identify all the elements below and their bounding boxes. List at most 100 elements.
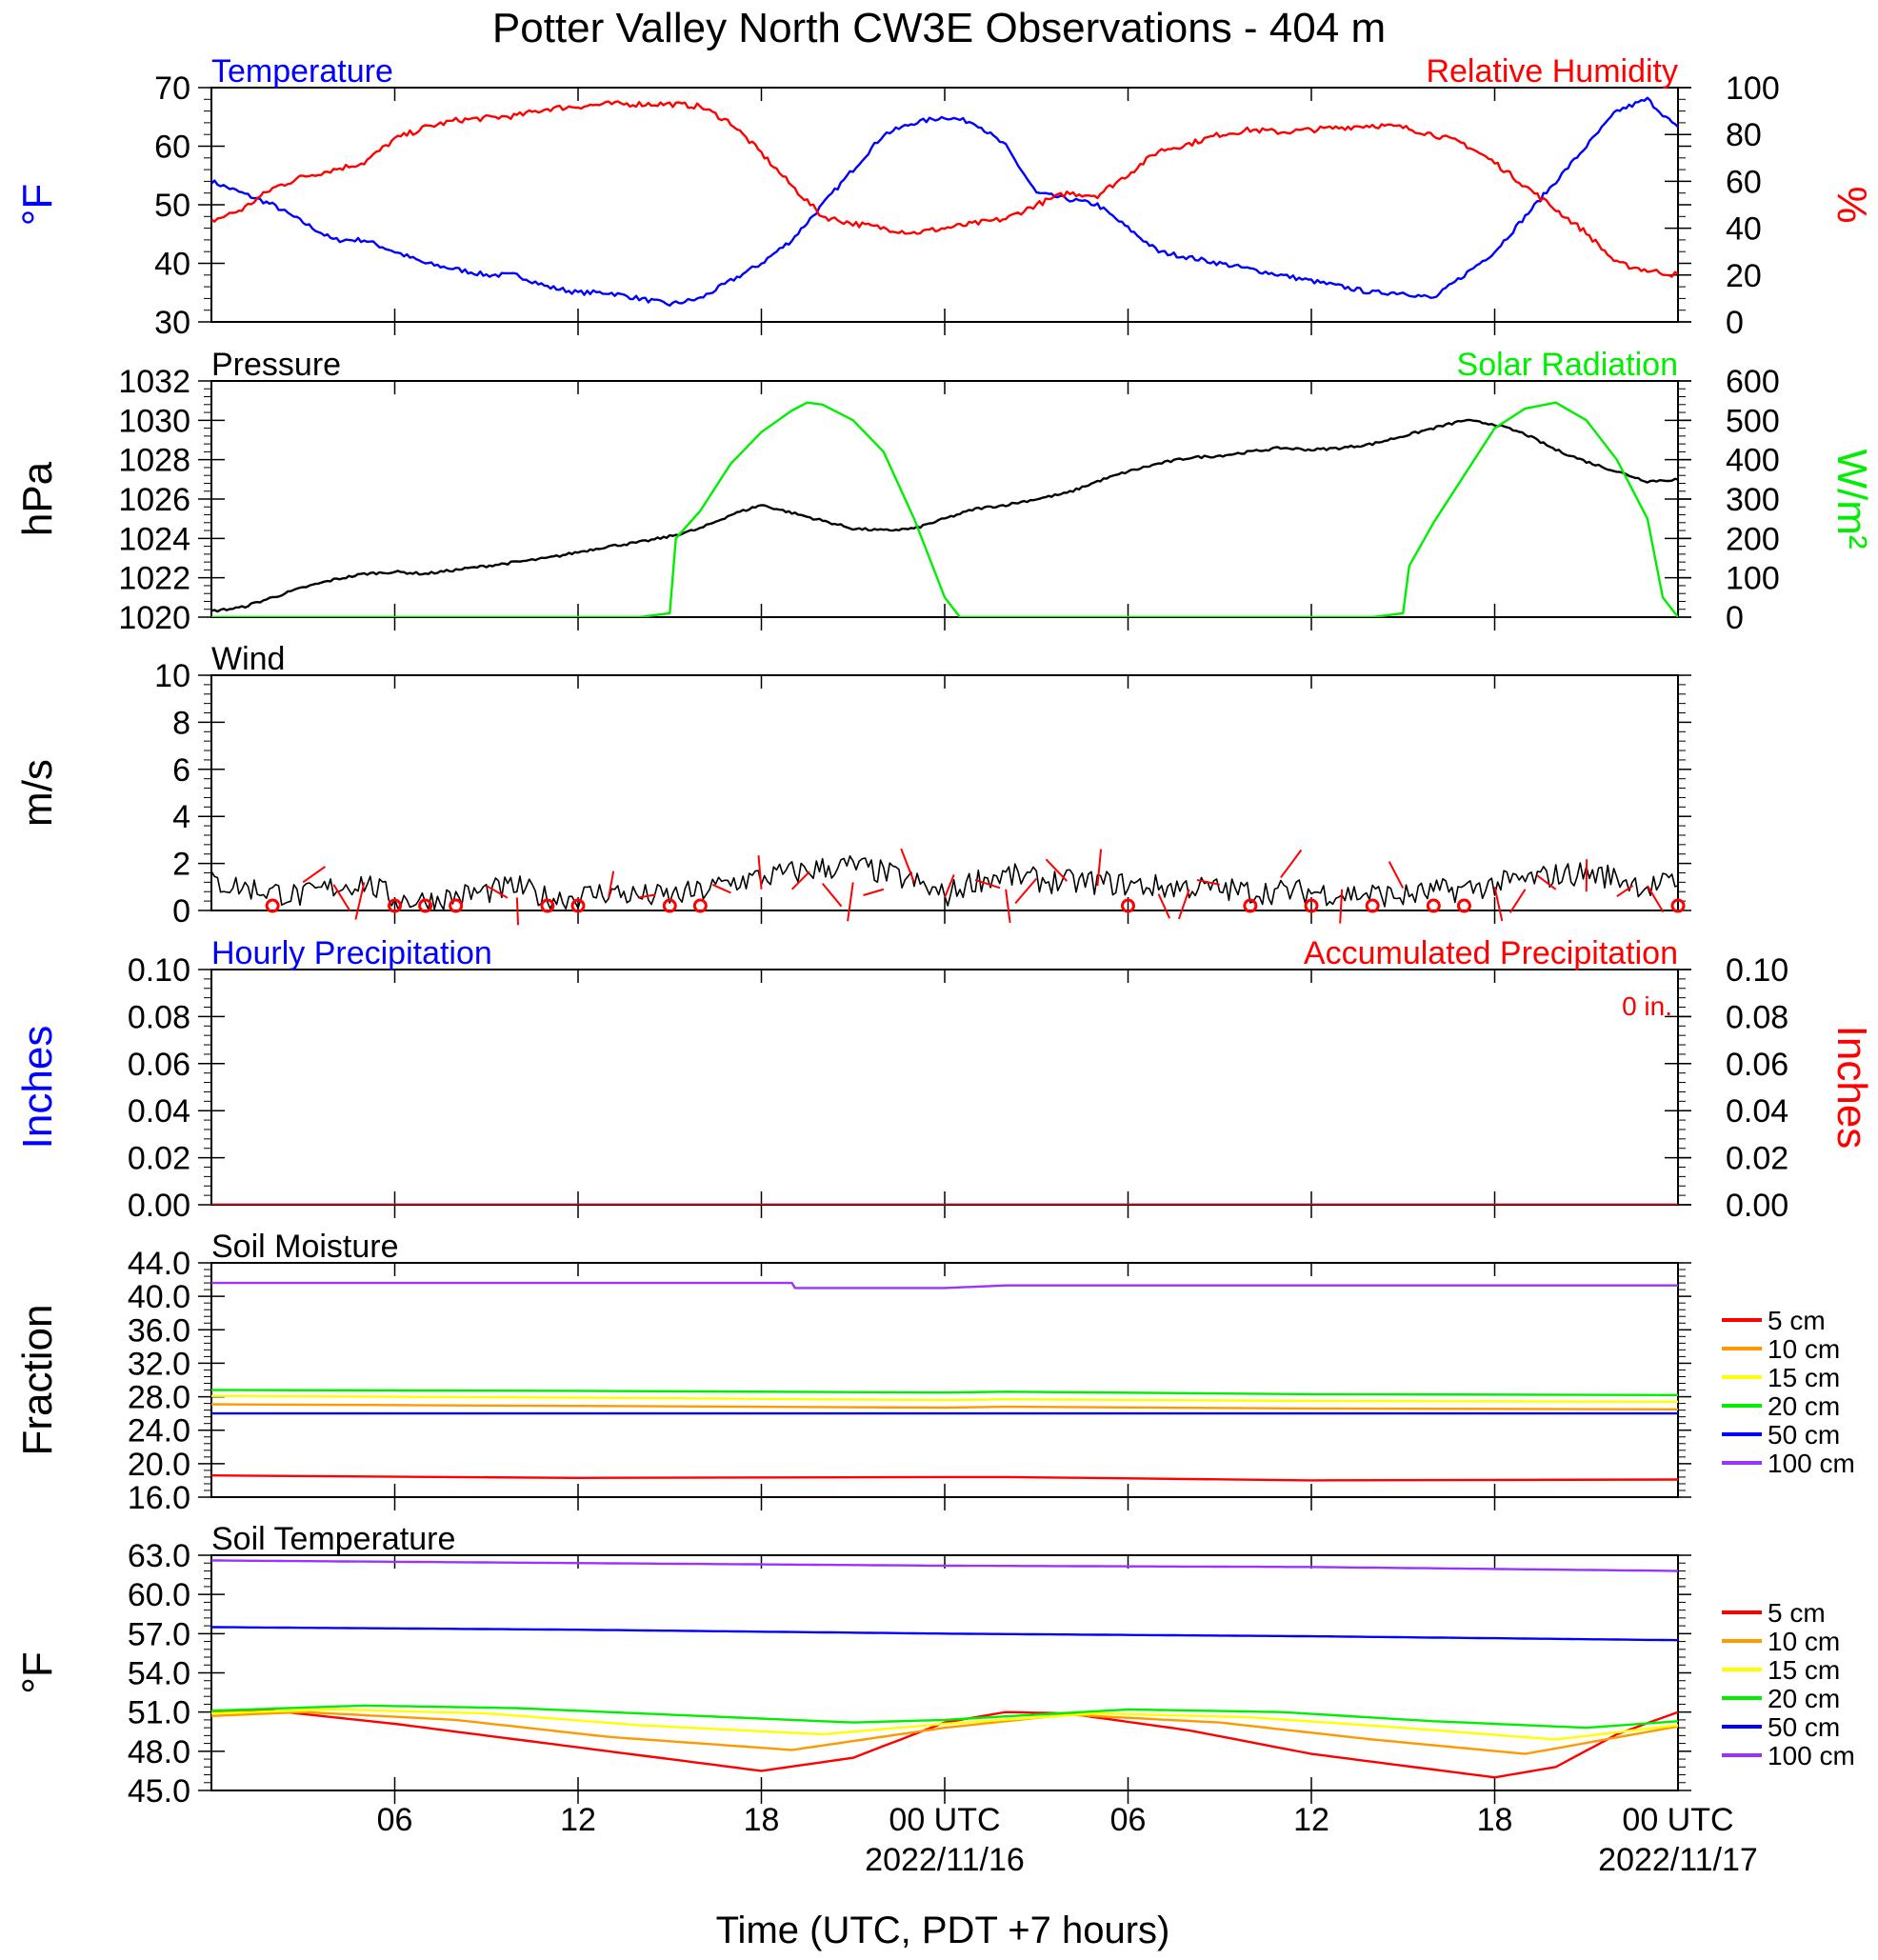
calm-circle xyxy=(1426,898,1441,913)
y-tick-label-left: 57.0 xyxy=(128,1616,190,1652)
series-line-20-cm xyxy=(211,1389,1678,1396)
y-axis-label-right: Inches xyxy=(1828,1026,1875,1150)
y-tick-label-left: 50 xyxy=(154,188,190,224)
panel-title-right: Relative Humidity xyxy=(1426,53,1678,90)
panel-frame xyxy=(210,380,1679,618)
series-group xyxy=(211,96,1678,307)
y-tick-label-right: 500 xyxy=(1726,403,1780,439)
x-date-label: 2022/11/17 xyxy=(1598,1842,1758,1878)
y-axis-label-right: W/m² xyxy=(1828,449,1875,549)
wind-barb xyxy=(302,866,327,884)
wind-barb xyxy=(354,882,366,920)
legend-label: 20 cm xyxy=(1768,1391,1840,1421)
wind-barb xyxy=(1280,849,1303,879)
panel-title-left: Wind xyxy=(211,641,285,677)
y-tick-label-right: 0.04 xyxy=(1726,1093,1788,1130)
y-tick-label-left: 45.0 xyxy=(128,1773,190,1810)
wind-barb xyxy=(974,878,1001,890)
calm-circle xyxy=(418,898,433,913)
y-tick-label-left: 44.0 xyxy=(128,1246,190,1282)
legend-label: 10 cm xyxy=(1768,1334,1840,1364)
series-line-15-cm xyxy=(211,1708,1678,1741)
y-tick-label-left: 0.10 xyxy=(128,952,190,989)
legend-label: 15 cm xyxy=(1768,1655,1840,1685)
x-tick-label: 12 xyxy=(560,1802,596,1838)
x-tick-label: 18 xyxy=(1477,1802,1513,1838)
calm-circle xyxy=(1304,898,1319,913)
legend-label: 10 cm xyxy=(1768,1627,1840,1656)
wind-barb xyxy=(1536,874,1557,890)
panel-title-right: Solar Radiation xyxy=(1457,347,1678,383)
series-group xyxy=(211,1559,1678,1779)
y-tick-label-left: 0 xyxy=(172,893,190,930)
wind-barb xyxy=(790,870,810,890)
series-line-15-cm xyxy=(211,1394,1678,1403)
panel-soil_moisture: 44.040.036.032.028.024.020.016.0 Soil Moi… xyxy=(14,1229,1855,1516)
x-tick-label: 18 xyxy=(744,1802,780,1838)
legend-label: 50 cm xyxy=(1768,1420,1840,1450)
wind-barb xyxy=(1647,885,1665,913)
y-tick-label-left: 60.0 xyxy=(128,1577,190,1613)
calm-circle xyxy=(662,898,677,913)
y-tick-label-right: 0 xyxy=(1726,600,1744,636)
calm-circle xyxy=(449,898,464,913)
y-tick-label-left: 8 xyxy=(172,705,190,741)
panel-frame xyxy=(210,87,1679,323)
calm-circle xyxy=(1243,898,1258,913)
y-tick-label-right: 20 xyxy=(1726,258,1762,294)
wind-barb xyxy=(1177,889,1190,920)
wind-barb xyxy=(515,897,520,926)
wind-barb xyxy=(1157,893,1171,919)
wind-barb xyxy=(332,884,351,912)
calm-circle xyxy=(1121,898,1135,913)
y-axis-label-left: Inches xyxy=(14,1026,61,1150)
y-tick-label-right: 400 xyxy=(1726,443,1780,479)
y-tick-label-left: 48.0 xyxy=(128,1734,190,1770)
y-tick-label-left: 1020 xyxy=(118,600,190,636)
calm-circle xyxy=(388,898,402,913)
calm-circle xyxy=(540,898,555,913)
y-tick-label-left: 6 xyxy=(172,752,190,789)
series-line-100-cm xyxy=(211,1281,1678,1290)
panel-title-left: Soil Moisture xyxy=(211,1229,399,1265)
y-tick-label-left: 40 xyxy=(154,247,190,283)
y-tick-label-right: 0 xyxy=(1726,305,1744,341)
y-tick-label-left: 36.0 xyxy=(128,1312,190,1349)
wind-barb xyxy=(1508,889,1527,913)
y-tick-label-left: 1024 xyxy=(118,521,190,557)
y-tick-label-right: 0.06 xyxy=(1726,1047,1788,1083)
y-tick-label-left: 1028 xyxy=(118,443,190,479)
legend-label: 15 cm xyxy=(1768,1363,1840,1392)
panel-title-right: Accumulated Precipitation xyxy=(1304,935,1678,971)
wind-barb xyxy=(608,870,615,898)
wind-barb xyxy=(757,855,763,890)
series-line-1 xyxy=(211,401,1678,617)
panel-title-left: Soil Temperature xyxy=(211,1521,455,1557)
panel-frame xyxy=(210,1262,1679,1498)
legend-label: 100 cm xyxy=(1768,1449,1855,1478)
y-tick-label-left: 1026 xyxy=(118,482,190,518)
wind-barb xyxy=(1045,858,1069,882)
wind-barb xyxy=(1493,887,1504,922)
wind-barb xyxy=(638,893,656,899)
y-tick-label-left: 20.0 xyxy=(128,1447,190,1483)
wind-barb xyxy=(486,885,509,899)
wind-barb xyxy=(1616,885,1634,898)
series-line-1 xyxy=(211,100,1678,278)
y-tick-label-right: 0.08 xyxy=(1726,999,1788,1035)
y-axis-label-left: m/s xyxy=(14,759,61,827)
wind-barb xyxy=(821,882,843,908)
legend-label: 50 cm xyxy=(1768,1712,1840,1742)
series-line-5-cm xyxy=(211,1474,1678,1482)
y-tick-label-left: 0.04 xyxy=(128,1093,190,1130)
calm-circle xyxy=(1365,898,1380,913)
y-tick-label-right: 600 xyxy=(1726,364,1780,400)
y-tick-label-left: 2 xyxy=(172,847,190,883)
series-line-5-cm xyxy=(211,1710,1678,1779)
series-line-10-cm xyxy=(211,1710,1678,1755)
y-tick-label-left: 0.00 xyxy=(128,1188,190,1224)
panel-title-left: Temperature xyxy=(211,53,393,90)
